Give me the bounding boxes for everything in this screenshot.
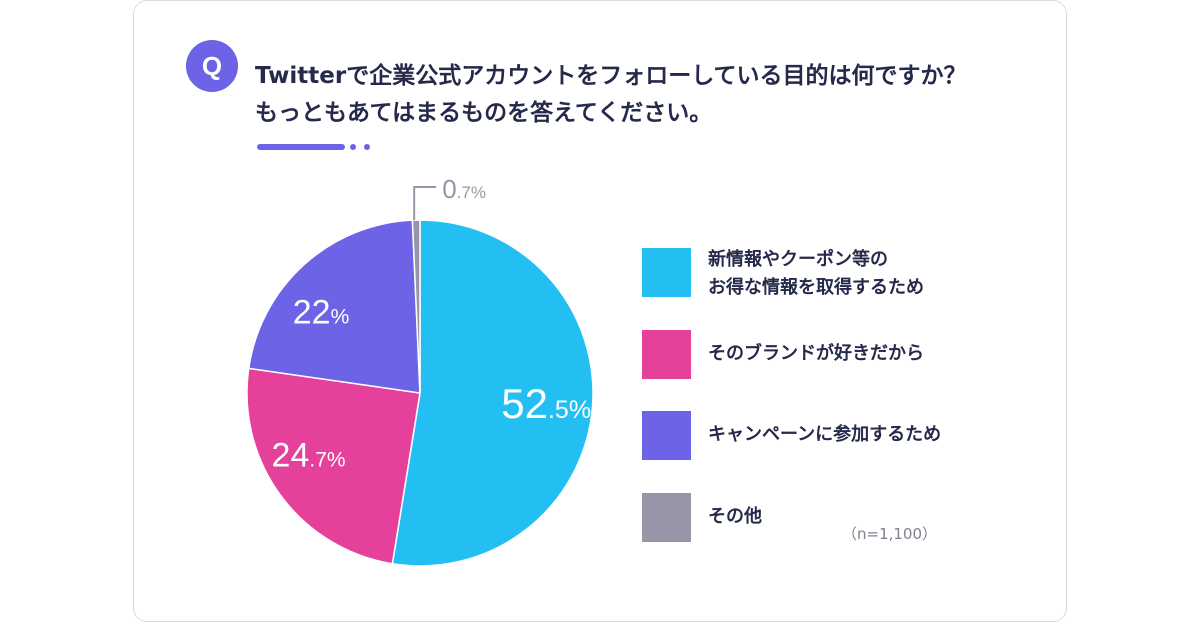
pie-slice-value-label: 22% bbox=[293, 293, 350, 331]
legend-swatch bbox=[642, 411, 691, 460]
question-text: Twitterで企業公式アカウントをフォローしている目的は何ですか？ もっともあ… bbox=[255, 58, 1055, 132]
legend-label: キャンペーンに参加するため bbox=[708, 424, 942, 445]
pie-slice bbox=[391, 219, 594, 567]
question-badge: Q bbox=[186, 40, 238, 92]
legend-swatch bbox=[642, 493, 691, 542]
legend-label: その他 bbox=[708, 506, 762, 527]
question-line-2: もっともあてはまるものを答えてください。 bbox=[255, 100, 713, 126]
leader-line bbox=[413, 186, 437, 221]
svg-text:Q: Q bbox=[202, 51, 222, 81]
legend-swatch bbox=[642, 248, 691, 297]
sample-size-note: （n=1,100） bbox=[842, 525, 938, 543]
pie-slice bbox=[411, 219, 421, 394]
pie-slice bbox=[246, 367, 421, 565]
pie-chart: 52.5% 24.7% 22% 0.7% bbox=[246, 174, 594, 567]
decorative-dot bbox=[364, 144, 370, 150]
decorative-dot bbox=[350, 144, 356, 150]
decorative-underline bbox=[257, 144, 345, 150]
pie-slice bbox=[247, 219, 421, 394]
legend-swatch bbox=[642, 330, 691, 379]
question-line-1: Twitterで企業公式アカウントをフォローしている目的は何ですか？ bbox=[255, 63, 967, 89]
legend-label: 新情報やクーポン等の お得な情報を取得するため bbox=[708, 249, 924, 298]
legend-label: そのブランドが好きだから bbox=[708, 343, 924, 364]
pie-slice-value-label: 0.7% bbox=[442, 174, 486, 204]
pie-slice-value-label: 24.7% bbox=[272, 437, 346, 475]
pie-slice-value-label: 52.5% bbox=[501, 380, 591, 427]
q-icon: Q bbox=[202, 51, 222, 81]
